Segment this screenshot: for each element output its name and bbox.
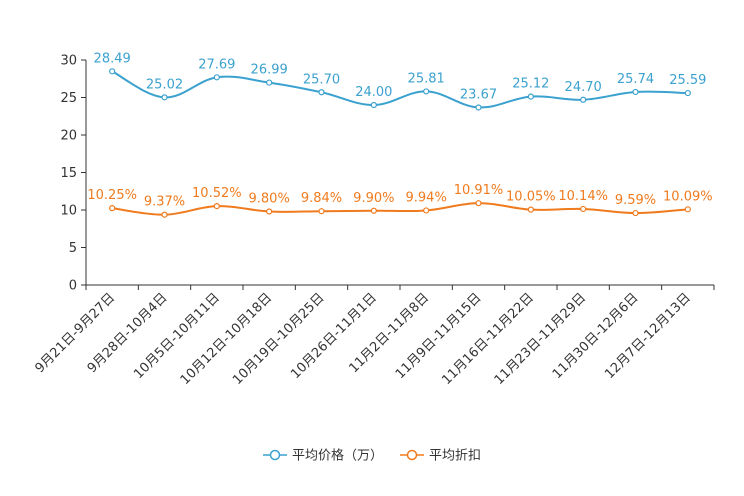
series-1-data-label: 9.94% [406,190,447,205]
series-0-point[interactable] [213,74,220,81]
y-tick-label: 5 [69,241,77,256]
series-0-data-label: 25.59 [669,73,706,88]
series-1-data-label: 10.14% [558,189,608,204]
series-0-point[interactable] [318,89,325,96]
y-tick-label: 20 [60,129,77,144]
x-tick-label: 10月19日-10月25日 [230,290,327,387]
series-1-point[interactable] [475,200,482,207]
legend-label: 平均价格（万） [292,448,383,464]
series-0-data-label: 25.12 [512,77,549,92]
series-1-data-label: 10.52% [192,186,242,201]
series-1-data-label: 9.59% [615,193,656,208]
series-0-point[interactable] [266,79,273,86]
y-axis: 0 5 10 15 20 25 30 [60,54,87,294]
series-0-data-label: 25.02 [146,77,183,92]
legend-marker-icon [406,449,418,461]
y-tick-label: 10 [60,204,77,219]
series-layer: 28.49 25.02 27.69 26.99 25.70 24.00 25.81 23.67… [87,51,713,218]
series-1-data-label: 9.80% [249,192,290,207]
series-1-data-label: 10.05% [506,190,556,205]
x-tick-label: 10月12日-10月18日 [178,290,275,387]
series-0-data-label: 26.99 [251,63,288,78]
series-0-data-label: 24.00 [355,85,392,100]
series-0-data-label: 25.70 [303,72,340,87]
series-1-data-label: 9.37% [144,195,185,210]
series-0-point[interactable] [423,88,430,95]
x-axis: 9月21日-9月27日9月28日-10月4日10月5日-10月11日10月12日… [32,284,715,388]
series-1-point[interactable] [632,209,639,217]
series-0-point[interactable] [475,104,482,111]
series-0-point[interactable] [370,101,377,109]
series-1-data-label: 9.84% [301,191,342,206]
series-0-point[interactable] [109,68,116,75]
series-0-data-label: 25.74 [617,72,654,87]
series-0-point[interactable] [161,94,168,101]
legend: 平均价格（万） 平均折扣 [263,448,481,464]
series-0-data-label: 27.69 [198,57,235,72]
x-tick-label: 11月16日-11月22日 [439,290,536,387]
series-1: 10.25% 9.37% 10.52% 9.80% 9.84% 9.90% 9.94% 10.… [87,183,713,218]
series-1-point[interactable] [266,208,273,215]
series-0-data-label: 28.49 [94,51,131,66]
series-1-point[interactable] [161,211,168,218]
series-1-point[interactable] [370,207,377,214]
series-1-point[interactable] [213,203,220,210]
series-0-point[interactable] [527,93,534,100]
legend-marker-icon [269,449,281,461]
x-tick-label: 11月23日-11月29日 [492,290,589,387]
legend-item-0[interactable]: 平均价格（万） [263,448,383,464]
series-1-point[interactable] [684,206,691,213]
series-0-data-label: 23.67 [460,87,497,102]
series-0-point[interactable] [632,88,639,96]
y-tick-label: 30 [60,54,77,69]
legend-item-1[interactable]: 平均折扣 [400,449,481,464]
legend-label: 平均折扣 [429,449,481,464]
series-0: 28.49 25.02 27.69 26.99 25.70 24.00 25.81 23.67… [94,51,706,111]
series-1-point[interactable] [109,205,116,212]
series-1-point[interactable] [318,208,325,215]
series-1-data-label: 10.09% [663,189,713,204]
series-1-point[interactable] [423,207,430,214]
series-0-point[interactable] [684,89,691,97]
series-1-data-label: 10.25% [87,188,137,203]
series-1-data-label: 9.90% [353,191,394,206]
y-tick-label: 15 [60,166,77,181]
series-0-point[interactable] [580,96,587,103]
y-tick-label: 0 [69,279,77,294]
y-tick-label: 25 [60,91,77,106]
series-1-line [112,202,688,216]
series-0-data-label: 24.70 [565,80,602,95]
series-1-point[interactable] [580,205,587,213]
series-1-data-label: 10.91% [454,183,504,198]
series-0-line [111,70,688,109]
series-0-data-label: 25.81 [408,71,445,86]
series-1-point[interactable] [527,206,534,213]
